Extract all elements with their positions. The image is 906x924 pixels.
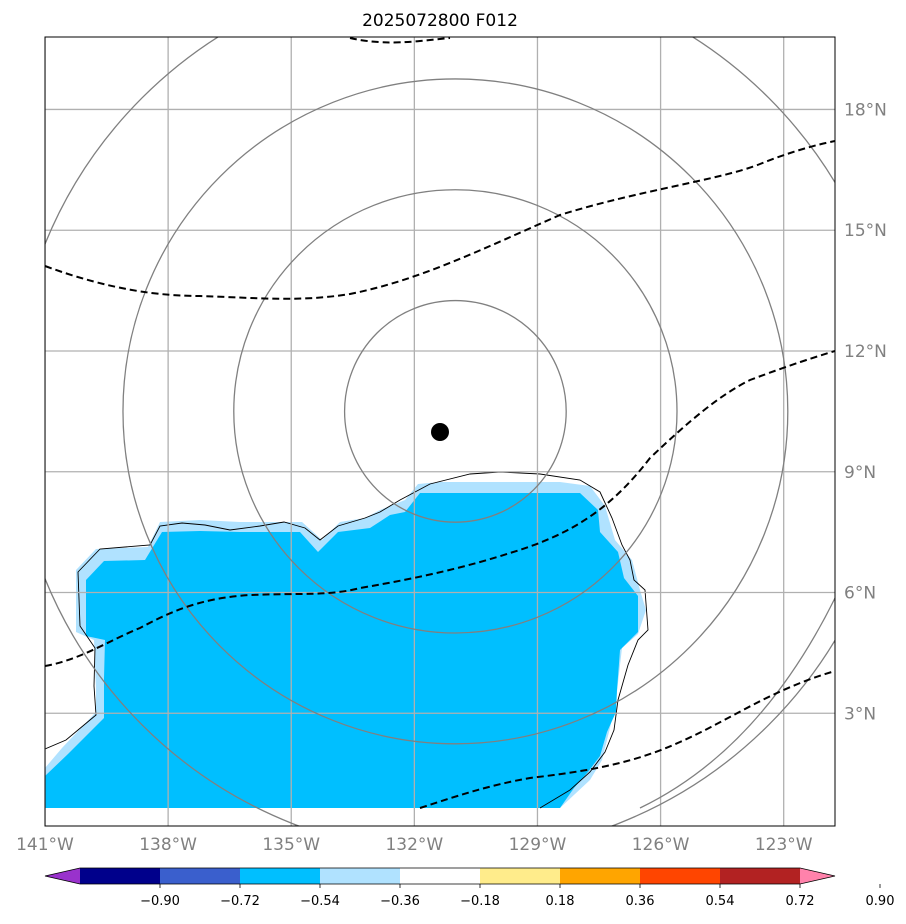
colorbar-segment: [720, 868, 801, 884]
latitude-tick-label: 12°N: [844, 342, 887, 362]
outer-arc: [639, 597, 835, 809]
storm-center-marker: [431, 423, 449, 441]
range-ring: [122, 78, 789, 745]
colorbar-tick-label: −0.36: [380, 894, 420, 909]
map-frame: [44, 36, 836, 827]
longitude-tick-label: 135°W: [262, 835, 320, 855]
colorbar-segment: [160, 868, 241, 884]
contour-top: [349, 37, 451, 44]
colorbar-tick-label: 0.36: [626, 894, 655, 909]
anomaly-fill: [45, 493, 638, 808]
longitude-tick-label: 129°W: [509, 835, 567, 855]
longitude-tick-label: 141°W: [16, 835, 74, 855]
colorbar-tick-label: 0.18: [546, 894, 575, 909]
map-title: 2025072800 F012: [362, 11, 518, 31]
colorbar-tick-label: −0.90: [140, 894, 180, 909]
contour-15n: [45, 140, 835, 300]
map-area: [45, 37, 835, 826]
contour-3n: [419, 670, 835, 809]
colorbar-segment: [560, 868, 641, 884]
latitude-tick-label: 6°N: [844, 584, 876, 604]
colorbar: −0.90 −0.72 −0.54 −0.36 −0.18 0.18 0.36 0.54 0.7…: [44, 867, 895, 909]
latitude-tick-label: 3°N: [844, 704, 876, 724]
longitude-tick-label: 123°W: [755, 835, 813, 855]
colorbar-segment: [240, 868, 321, 884]
latitude-labels: 3°N 6°N 9°N 12°N 15°N 18°N: [844, 100, 887, 724]
range-rings: [45, 37, 835, 826]
colorbar-tick-label: −0.72: [220, 894, 260, 909]
colorbar-extend-high: [800, 868, 835, 884]
colorbar-extend-low: [45, 868, 80, 884]
colorbar-segment: [480, 868, 561, 884]
range-ring: [233, 189, 678, 634]
longitude-labels: 141°W 138°W 135°W 132°W 129°W 126°W 123°W: [16, 835, 813, 855]
contour-12n: [45, 350, 835, 667]
colorbar-segment: [80, 868, 161, 884]
latitude-tick-label: 9°N: [844, 463, 876, 483]
latitude-tick-label: 18°N: [844, 100, 887, 120]
longitude-tick-label: 126°W: [632, 835, 690, 855]
colorbar-tick-label: 0.72: [786, 894, 815, 909]
longitude-tick-label: 138°W: [139, 835, 197, 855]
colorbar-segment: [400, 868, 481, 884]
latitude-tick-label: 15°N: [844, 221, 887, 241]
colorbar-tick-label: 0.90: [866, 894, 895, 909]
colorbar-outline: [44, 867, 836, 885]
colorbar-tick-label: −0.54: [300, 894, 340, 909]
range-ring: [343, 299, 567, 523]
longitude-tick-label: 132°W: [385, 835, 443, 855]
colorbar-tick-label: −0.18: [460, 894, 500, 909]
colorbar-tick-label: 0.54: [706, 894, 735, 909]
colorbar-segment: [320, 868, 401, 884]
colorbar-segment: [640, 868, 721, 884]
dashed-contours: [45, 37, 835, 809]
